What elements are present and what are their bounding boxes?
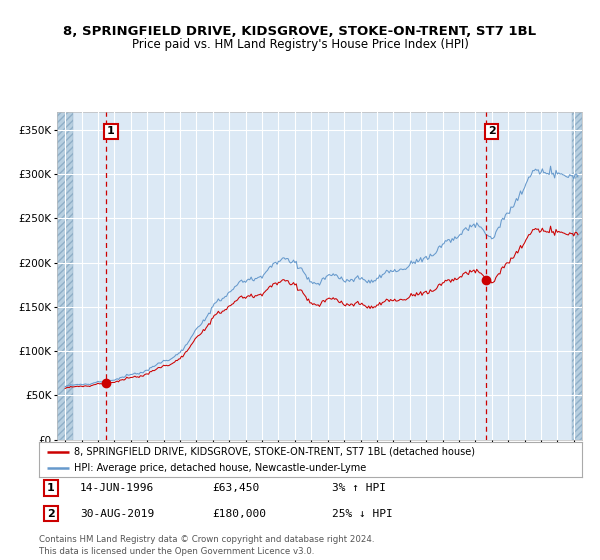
Text: 1: 1 bbox=[47, 483, 55, 493]
Bar bbox=[57, 112, 73, 440]
Text: HPI: Average price, detached house, Newcastle-under-Lyme: HPI: Average price, detached house, Newc… bbox=[74, 463, 367, 473]
Text: £180,000: £180,000 bbox=[213, 508, 267, 519]
Text: 8, SPRINGFIELD DRIVE, KIDSGROVE, STOKE-ON-TRENT, ST7 1BL: 8, SPRINGFIELD DRIVE, KIDSGROVE, STOKE-O… bbox=[64, 25, 536, 39]
Text: 3% ↑ HPI: 3% ↑ HPI bbox=[332, 483, 386, 493]
Bar bbox=[572, 112, 582, 440]
Text: 2: 2 bbox=[488, 127, 496, 137]
Text: 25% ↓ HPI: 25% ↓ HPI bbox=[332, 508, 393, 519]
Text: 1: 1 bbox=[107, 127, 115, 137]
Text: 30-AUG-2019: 30-AUG-2019 bbox=[80, 508, 154, 519]
Text: 14-JUN-1996: 14-JUN-1996 bbox=[80, 483, 154, 493]
Bar bbox=[572, 112, 582, 440]
Text: Price paid vs. HM Land Registry's House Price Index (HPI): Price paid vs. HM Land Registry's House … bbox=[131, 38, 469, 51]
Text: 8, SPRINGFIELD DRIVE, KIDSGROVE, STOKE-ON-TRENT, ST7 1BL (detached house): 8, SPRINGFIELD DRIVE, KIDSGROVE, STOKE-O… bbox=[74, 447, 475, 457]
Bar bbox=[57, 112, 73, 440]
Text: 2: 2 bbox=[47, 508, 55, 519]
Text: £63,450: £63,450 bbox=[213, 483, 260, 493]
Text: Contains HM Land Registry data © Crown copyright and database right 2024.
This d: Contains HM Land Registry data © Crown c… bbox=[39, 535, 374, 556]
